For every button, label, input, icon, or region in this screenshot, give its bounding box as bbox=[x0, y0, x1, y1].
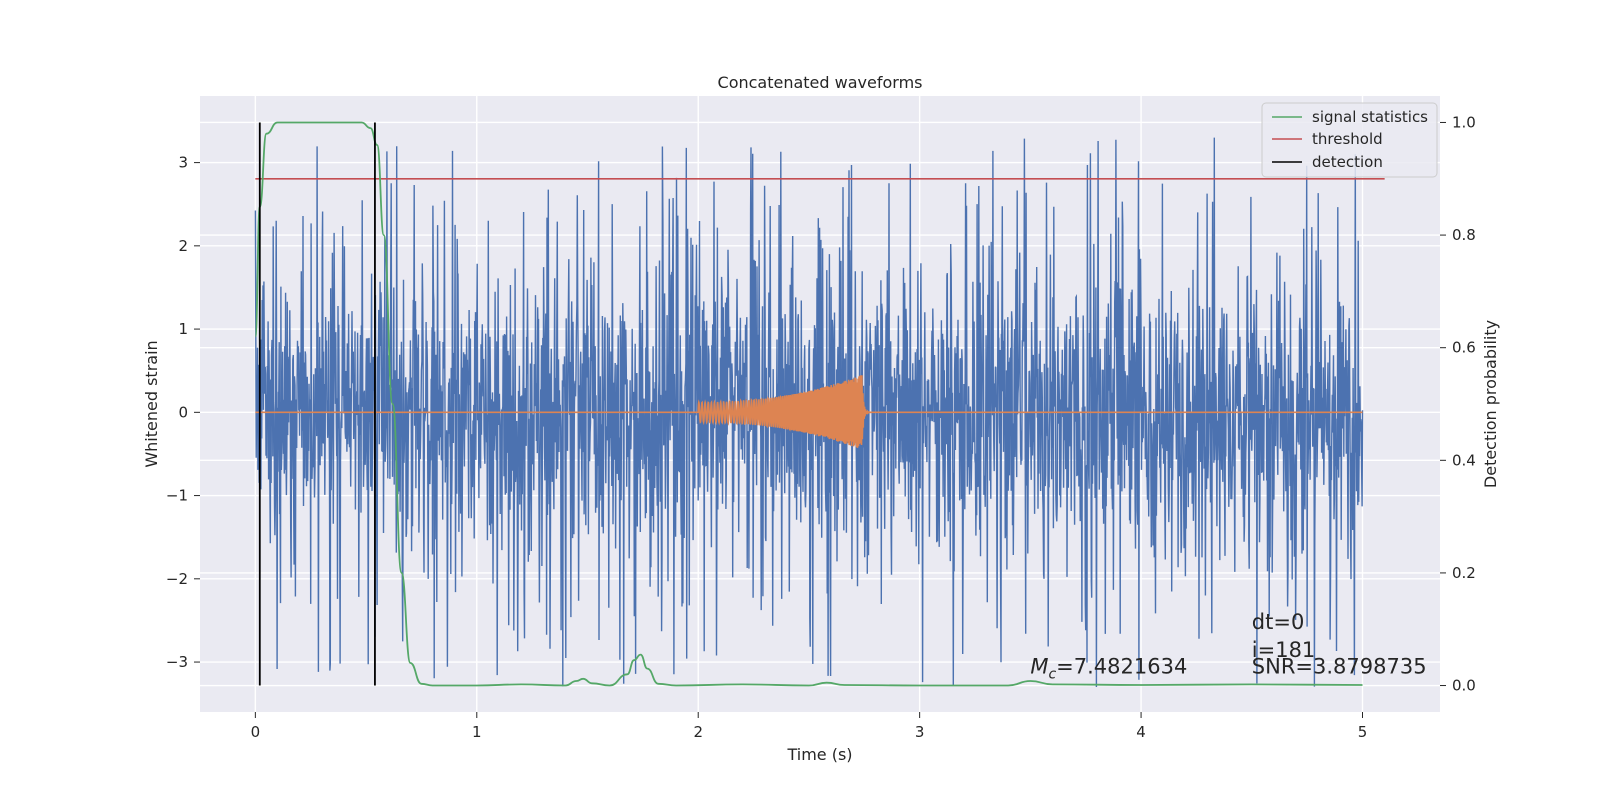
y-tick-label-5: 2 bbox=[178, 237, 188, 255]
y-axis-label: Whitened strain bbox=[142, 340, 161, 467]
x-tick-label-1: 1 bbox=[472, 723, 482, 741]
injected-signal-line bbox=[255, 375, 1363, 448]
x-tick-label-0: 0 bbox=[251, 723, 261, 741]
noise-series-line bbox=[254, 137, 1364, 688]
annotation-dt: dt=0 bbox=[1252, 610, 1305, 634]
annotations: dt=0 i=181 SNR=3.8798735 Mc=7.4821634 bbox=[1030, 610, 1426, 683]
y2-axis-label: Detection probability bbox=[1481, 320, 1500, 488]
y2-tick-label-0: 0.0 bbox=[1452, 677, 1476, 695]
x-tick-label-3: 3 bbox=[915, 723, 925, 741]
legend: signal statistics threshold detection bbox=[1261, 102, 1438, 178]
annotation-chirp-mass: Mc=7.4821634 bbox=[1030, 655, 1187, 683]
y-tick-label-4: 1 bbox=[178, 320, 188, 338]
chirp-mass-value: =7.4821634 bbox=[1056, 655, 1187, 679]
y2-tick-label-4: 0.8 bbox=[1452, 226, 1476, 244]
x-axis-label: Time (s) bbox=[786, 745, 852, 764]
chirp-mass-symbol: M bbox=[1030, 655, 1048, 679]
y2-tick-label-5: 1.0 bbox=[1452, 113, 1476, 131]
y-tick-label-2: −1 bbox=[166, 487, 188, 505]
y2-tick-label-3: 0.6 bbox=[1452, 339, 1476, 357]
y-tick-label-1: −2 bbox=[166, 570, 188, 588]
chart-title: Concatenated waveforms bbox=[718, 73, 923, 92]
y2-tick-label-2: 0.4 bbox=[1452, 451, 1476, 469]
legend-label-threshold: threshold bbox=[1312, 130, 1383, 148]
y2-tick-label-1: 0.2 bbox=[1452, 564, 1476, 582]
ticks: 0 1 2 3 4 5 −3 −2 −1 0 1 2 3 0.0 0.2 0.4 0.6 0.8 1.0 bbox=[166, 113, 1476, 741]
chirp-mass-subscript: c bbox=[1048, 667, 1056, 683]
signal-statistics-line bbox=[254, 121, 1363, 687]
legend-label-detection: detection bbox=[1312, 153, 1383, 171]
y-tick-label-3: 0 bbox=[178, 403, 188, 421]
legend-box bbox=[1261, 102, 1438, 178]
annotation-snr: SNR=3.8798735 bbox=[1252, 655, 1427, 679]
x-tick-label-5: 5 bbox=[1358, 723, 1368, 741]
x-tick-label-4: 4 bbox=[1136, 723, 1146, 741]
annotation-index: i=181 bbox=[1252, 638, 1316, 662]
y-tick-label-0: −3 bbox=[166, 653, 188, 671]
y-tick-label-6: 3 bbox=[178, 154, 188, 172]
x-tick-label-2: 2 bbox=[693, 723, 703, 741]
legend-label-signal-statistics: signal statistics bbox=[1312, 108, 1428, 126]
plot-data bbox=[254, 121, 1385, 688]
